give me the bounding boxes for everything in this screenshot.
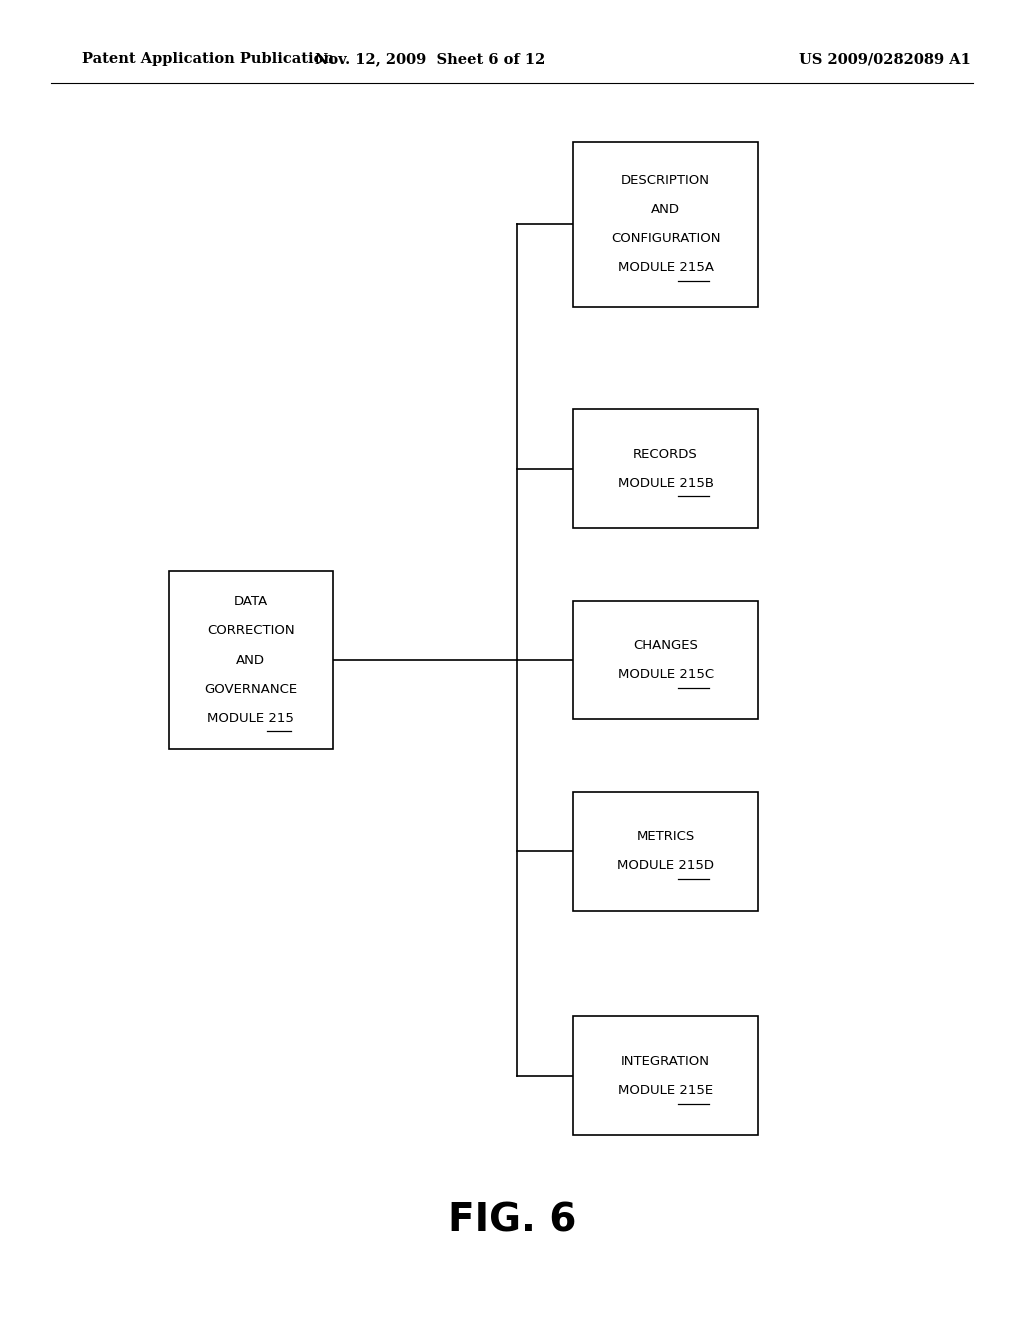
Text: MODULE 215C: MODULE 215C: [617, 668, 714, 681]
Text: CORRECTION: CORRECTION: [207, 624, 295, 638]
Text: MODULE 215A: MODULE 215A: [617, 261, 714, 275]
Text: MODULE 215B: MODULE 215B: [617, 477, 714, 490]
Text: CONFIGURATION: CONFIGURATION: [611, 232, 720, 246]
Text: Patent Application Publication: Patent Application Publication: [82, 53, 334, 66]
FancyBboxPatch shape: [169, 570, 333, 750]
FancyBboxPatch shape: [573, 409, 758, 528]
FancyBboxPatch shape: [573, 1016, 758, 1135]
Text: MODULE 215: MODULE 215: [208, 711, 294, 725]
Text: DESCRIPTION: DESCRIPTION: [622, 174, 710, 187]
Text: INTEGRATION: INTEGRATION: [622, 1055, 710, 1068]
Text: CHANGES: CHANGES: [633, 639, 698, 652]
Text: US 2009/0282089 A1: US 2009/0282089 A1: [799, 53, 971, 66]
Text: DATA: DATA: [233, 595, 268, 609]
FancyBboxPatch shape: [573, 792, 758, 911]
Text: MODULE 215E: MODULE 215E: [618, 1084, 713, 1097]
Text: AND: AND: [237, 653, 265, 667]
Text: AND: AND: [651, 203, 680, 216]
FancyBboxPatch shape: [573, 601, 758, 719]
FancyBboxPatch shape: [573, 143, 758, 308]
Text: FIG. 6: FIG. 6: [447, 1203, 577, 1239]
Text: GOVERNANCE: GOVERNANCE: [205, 682, 297, 696]
Text: Nov. 12, 2009  Sheet 6 of 12: Nov. 12, 2009 Sheet 6 of 12: [315, 53, 545, 66]
Text: MODULE 215D: MODULE 215D: [617, 859, 714, 873]
Text: RECORDS: RECORDS: [633, 447, 698, 461]
Text: METRICS: METRICS: [637, 830, 694, 843]
